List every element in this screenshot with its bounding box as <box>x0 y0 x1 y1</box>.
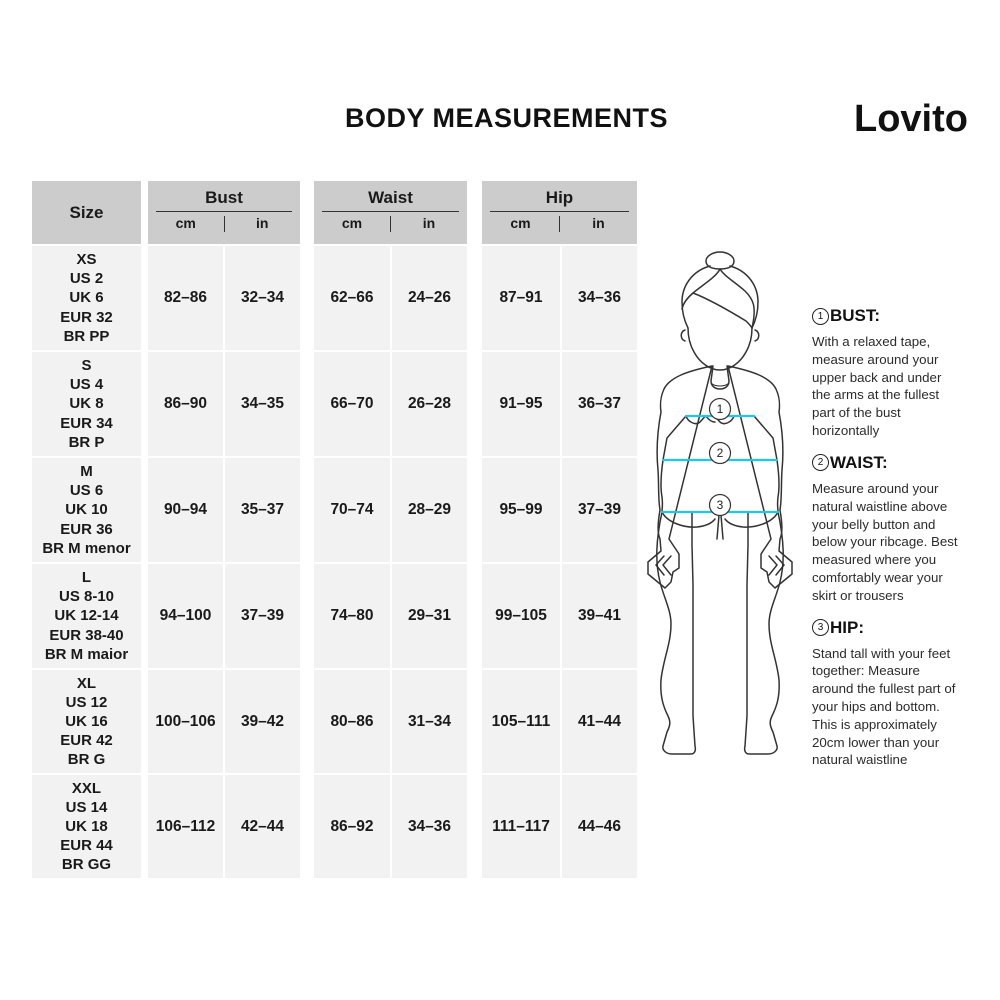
svg-text:1: 1 <box>717 402 724 416</box>
svg-text:3: 3 <box>717 498 724 512</box>
svg-text:2: 2 <box>717 446 724 460</box>
